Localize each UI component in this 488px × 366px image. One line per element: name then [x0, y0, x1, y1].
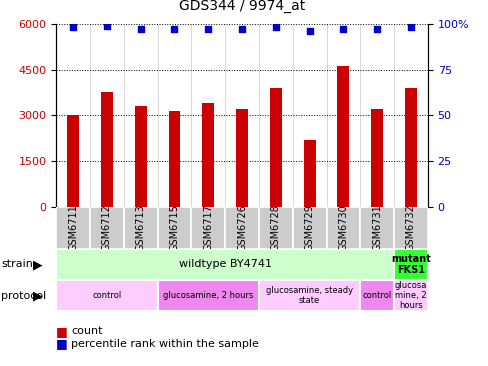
Bar: [157, 207, 191, 249]
Bar: [393, 280, 427, 311]
Text: GSM6726: GSM6726: [237, 204, 246, 251]
Bar: [56, 207, 90, 249]
Bar: [135, 106, 146, 207]
Bar: [370, 109, 382, 207]
Point: [137, 26, 144, 32]
Bar: [123, 207, 157, 249]
Text: GSM6711: GSM6711: [68, 205, 78, 251]
Text: GSM6730: GSM6730: [338, 205, 347, 251]
Bar: [393, 249, 427, 280]
Bar: [67, 115, 79, 207]
Bar: [393, 207, 427, 249]
Bar: [326, 207, 360, 249]
Bar: [90, 207, 123, 249]
Point: [238, 26, 245, 32]
Point: [339, 26, 346, 32]
Text: strain: strain: [1, 259, 33, 269]
Bar: [168, 111, 180, 207]
Point: [103, 23, 111, 29]
Bar: [101, 92, 113, 207]
Bar: [360, 207, 393, 249]
Text: GSM6713: GSM6713: [136, 205, 145, 251]
Text: count: count: [71, 326, 102, 336]
Text: percentile rank within the sample: percentile rank within the sample: [71, 339, 258, 349]
Text: wildtype BY4741: wildtype BY4741: [178, 259, 271, 269]
Text: ■: ■: [56, 337, 68, 351]
Text: GSM6715: GSM6715: [169, 204, 179, 251]
Text: GSM6728: GSM6728: [270, 204, 280, 251]
Bar: [292, 207, 326, 249]
Bar: [56, 280, 157, 311]
Bar: [202, 103, 214, 207]
Point: [69, 25, 77, 30]
Text: ■: ■: [56, 325, 68, 338]
Point: [271, 25, 279, 30]
Bar: [259, 280, 360, 311]
Text: GSM6712: GSM6712: [102, 204, 112, 251]
Point: [170, 26, 178, 32]
Text: GDS344 / 9974_at: GDS344 / 9974_at: [179, 0, 305, 13]
Bar: [303, 140, 315, 207]
Point: [204, 26, 212, 32]
Text: control: control: [92, 291, 122, 300]
Text: ▶: ▶: [33, 289, 42, 302]
Bar: [269, 88, 281, 207]
Text: GSM6717: GSM6717: [203, 204, 213, 251]
Text: protocol: protocol: [1, 291, 47, 300]
Text: mutant
FKS1: mutant FKS1: [390, 254, 430, 275]
Text: control: control: [362, 291, 391, 300]
Text: glucosa
mine, 2
hours: glucosa mine, 2 hours: [394, 281, 427, 310]
Point: [372, 26, 380, 32]
Point: [406, 25, 414, 30]
Bar: [236, 109, 247, 207]
Text: GSM6732: GSM6732: [405, 204, 415, 251]
Text: glucosamine, steady
state: glucosamine, steady state: [265, 286, 352, 305]
Bar: [404, 88, 416, 207]
Text: ▶: ▶: [33, 258, 42, 271]
Point: [305, 28, 313, 34]
Bar: [360, 280, 393, 311]
Bar: [157, 280, 259, 311]
Bar: [337, 67, 348, 207]
Bar: [259, 207, 292, 249]
Text: GSM6731: GSM6731: [371, 205, 382, 251]
Bar: [224, 207, 259, 249]
Text: GSM6729: GSM6729: [304, 204, 314, 251]
Text: glucosamine, 2 hours: glucosamine, 2 hours: [163, 291, 253, 300]
Bar: [191, 207, 224, 249]
